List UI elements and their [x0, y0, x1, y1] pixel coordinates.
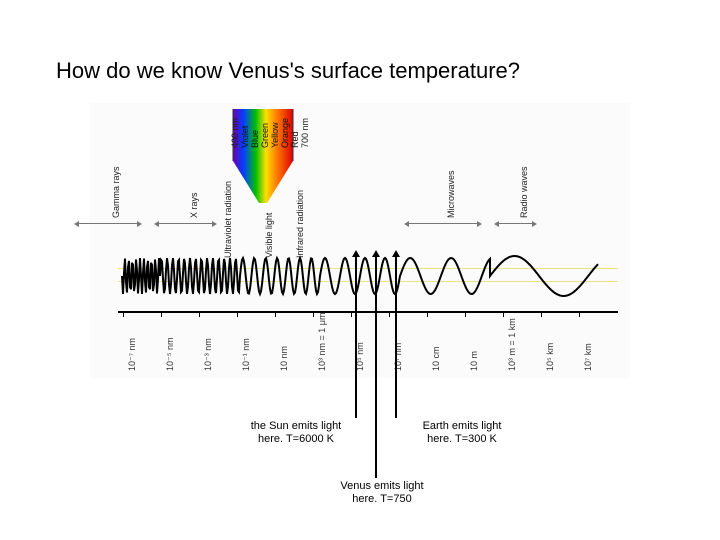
- arrow-head-icon: [372, 250, 380, 257]
- region-arrow: [408, 223, 478, 224]
- band-label: Visible light: [264, 213, 274, 258]
- region-label: X rays: [189, 192, 199, 218]
- tick-label: 10⁻⁷ nm: [127, 338, 138, 371]
- region-label: Radio waves: [519, 166, 529, 218]
- band-label: Ultraviolet radiation: [223, 181, 233, 258]
- arrow-head-icon: [352, 250, 360, 257]
- em-wave: [90, 241, 630, 311]
- color-label: Green: [260, 123, 270, 148]
- region-label: Microwaves: [446, 170, 456, 218]
- prism-left-nm: 400 nm: [230, 118, 240, 148]
- color-label: Violet: [240, 126, 250, 148]
- region-arrow: [78, 223, 138, 224]
- color-label: Red: [290, 131, 300, 148]
- tick-label: 10⁻³ nm: [203, 338, 214, 371]
- color-label: Blue: [250, 130, 260, 148]
- sun-caption: the Sun emits lighthere. T=6000 K: [236, 420, 356, 445]
- tick-label: 10 m: [469, 351, 479, 371]
- tick-label: 10 nm: [279, 346, 289, 371]
- sun-pointer: [355, 256, 357, 418]
- prism-right-nm: 700 nm: [300, 118, 310, 148]
- tick-label: 10⁻⁵ nm: [165, 338, 176, 372]
- venus-pointer: [375, 256, 377, 478]
- tick-label: 10 cm: [431, 346, 441, 371]
- slide-root: How do we know Venus's surface temperatu…: [0, 0, 720, 540]
- tick-label: 10⁷ km: [583, 343, 593, 371]
- page-title: How do we know Venus's surface temperatu…: [56, 58, 520, 84]
- venus-caption: Venus emits lighthere. T=750: [322, 480, 442, 505]
- arrow-head-icon: [392, 250, 400, 257]
- tick-label: 10⁵ km: [545, 343, 555, 371]
- region-arrow: [158, 223, 213, 224]
- earth-pointer: [395, 256, 397, 418]
- wavelength-axis: [118, 311, 618, 313]
- earth-caption: Earth emits lighthere. T=300 K: [402, 420, 522, 445]
- tick-label: 10⁻¹ nm: [241, 338, 252, 371]
- spectrum-figure: 400 nm 700 nm VioletBlueGreenYellowOrang…: [90, 103, 630, 378]
- tick-label: 10³ m = 1 km: [507, 318, 517, 371]
- region-arrow: [498, 223, 533, 224]
- band-label: Infrared radiation: [295, 190, 305, 258]
- tick-label: 10³ nm = 1 μm: [317, 313, 327, 371]
- color-label: Orange: [280, 118, 290, 148]
- color-label: Yellow: [270, 122, 280, 148]
- region-label: Gamma rays: [111, 166, 121, 218]
